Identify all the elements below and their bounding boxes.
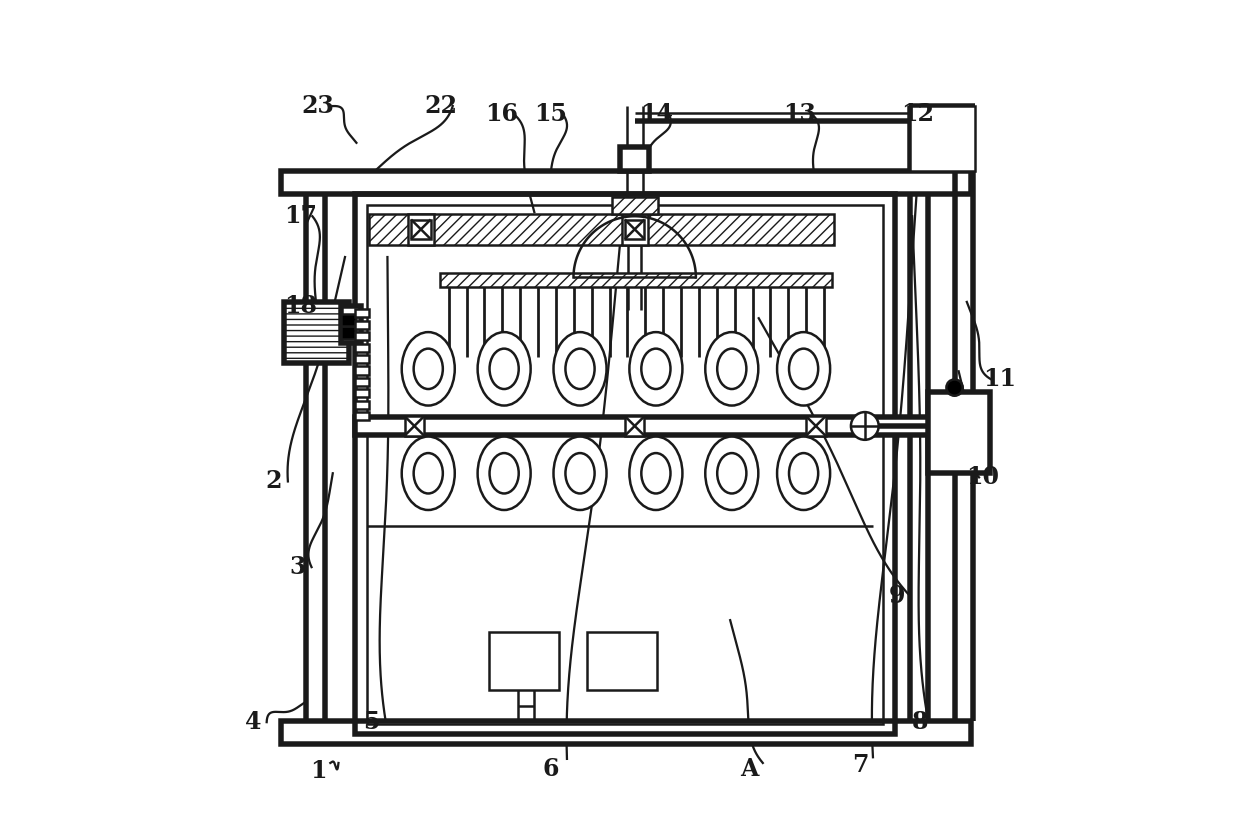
Bar: [281, 721, 971, 744]
Ellipse shape: [402, 332, 455, 406]
Ellipse shape: [553, 332, 606, 406]
Bar: [490, 632, 559, 690]
Text: 10: 10: [967, 465, 999, 490]
Ellipse shape: [706, 332, 759, 406]
Bar: [355, 366, 370, 375]
Bar: [284, 302, 350, 363]
Ellipse shape: [717, 453, 746, 494]
Text: 11: 11: [983, 367, 1016, 392]
Bar: [910, 106, 975, 171]
Text: 22: 22: [424, 94, 458, 118]
Ellipse shape: [414, 453, 443, 494]
Bar: [355, 355, 370, 363]
Ellipse shape: [777, 437, 830, 510]
Ellipse shape: [477, 437, 531, 510]
Text: 12: 12: [901, 102, 935, 126]
Ellipse shape: [641, 453, 671, 494]
Text: 9: 9: [889, 583, 905, 608]
Ellipse shape: [402, 437, 455, 510]
Text: 16: 16: [485, 102, 518, 126]
Circle shape: [946, 379, 962, 396]
Ellipse shape: [490, 453, 518, 494]
Ellipse shape: [777, 332, 830, 406]
Bar: [368, 214, 833, 245]
Text: 1: 1: [310, 759, 326, 783]
Bar: [355, 309, 370, 317]
Bar: [355, 417, 962, 435]
Text: 7: 7: [852, 753, 869, 778]
Text: 6: 6: [542, 756, 559, 781]
Bar: [355, 332, 370, 340]
Text: 2: 2: [265, 469, 281, 494]
Bar: [367, 205, 883, 724]
Ellipse shape: [553, 437, 606, 510]
Bar: [284, 302, 350, 363]
Text: 23: 23: [301, 94, 335, 118]
Circle shape: [851, 412, 879, 440]
Text: 13: 13: [784, 102, 816, 126]
Ellipse shape: [789, 348, 818, 389]
Bar: [355, 401, 370, 409]
Bar: [806, 416, 826, 436]
Bar: [355, 378, 370, 386]
Text: A: A: [740, 756, 758, 781]
Bar: [341, 326, 356, 339]
Text: 4: 4: [244, 710, 262, 734]
Bar: [620, 147, 650, 171]
Bar: [625, 220, 645, 239]
Bar: [621, 214, 647, 245]
Text: 8: 8: [913, 710, 929, 734]
Ellipse shape: [641, 348, 671, 389]
Ellipse shape: [565, 348, 595, 389]
Bar: [341, 306, 361, 343]
Bar: [625, 416, 645, 436]
Ellipse shape: [477, 332, 531, 406]
Bar: [281, 171, 971, 194]
Bar: [355, 389, 370, 397]
Text: 15: 15: [534, 102, 567, 126]
Text: 14: 14: [640, 102, 673, 126]
Ellipse shape: [565, 453, 595, 494]
Bar: [408, 214, 434, 245]
Bar: [611, 197, 657, 214]
Ellipse shape: [414, 348, 443, 389]
Text: 18: 18: [284, 294, 316, 318]
Bar: [355, 412, 370, 420]
Bar: [355, 194, 895, 734]
Bar: [588, 632, 657, 690]
Ellipse shape: [706, 437, 759, 510]
Bar: [440, 273, 832, 287]
Bar: [355, 344, 370, 352]
Bar: [929, 392, 990, 473]
Ellipse shape: [630, 437, 682, 510]
Ellipse shape: [490, 348, 518, 389]
Ellipse shape: [630, 332, 682, 406]
Bar: [355, 321, 370, 329]
Ellipse shape: [717, 348, 746, 389]
Bar: [412, 220, 430, 239]
Text: 3: 3: [289, 555, 306, 579]
Ellipse shape: [789, 453, 818, 494]
Text: 5: 5: [363, 710, 379, 734]
Bar: [404, 416, 424, 436]
Text: 17: 17: [284, 204, 316, 228]
Bar: [341, 314, 356, 326]
